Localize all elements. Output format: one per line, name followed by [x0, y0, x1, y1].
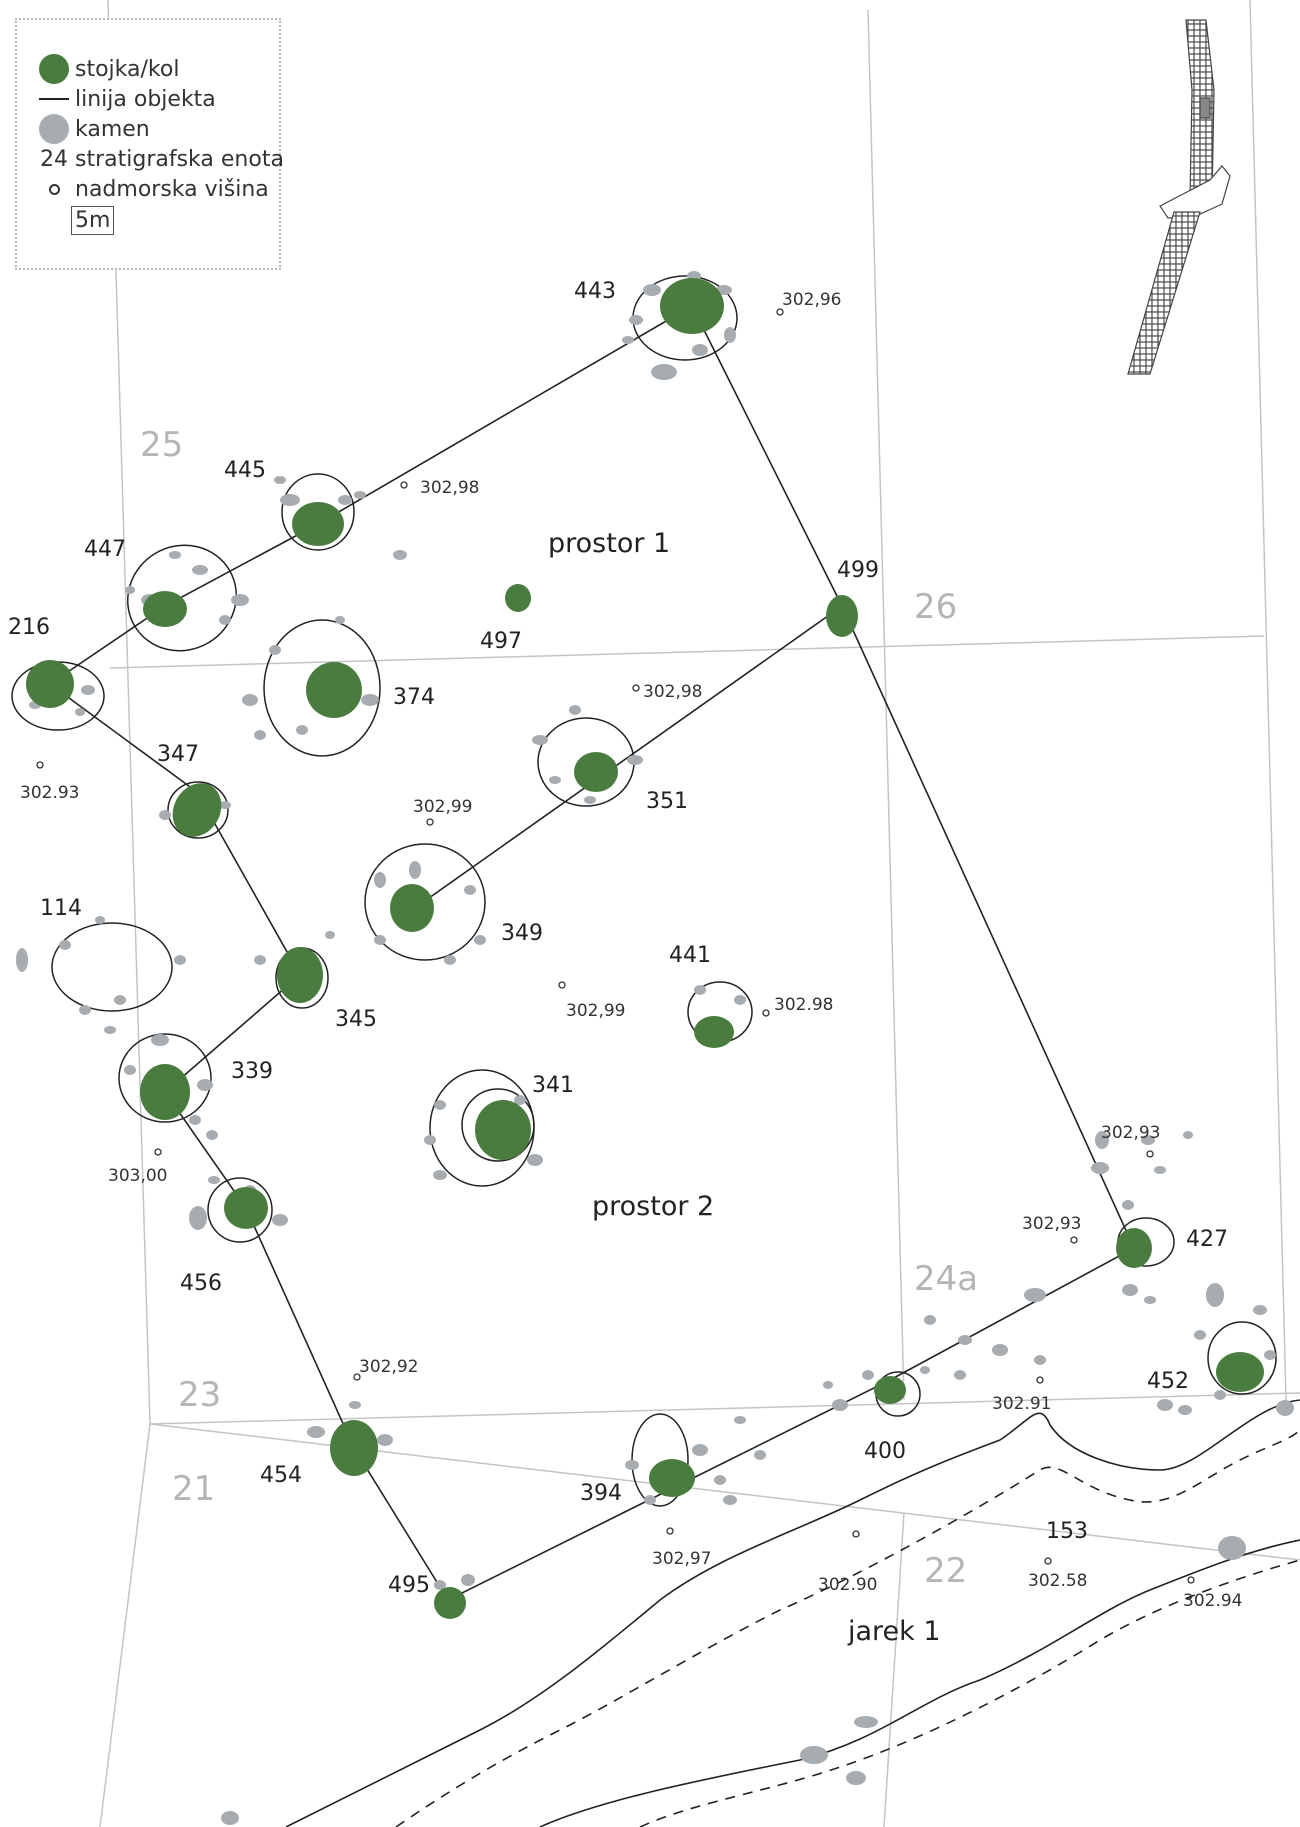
- elevation-value: 302.58: [1028, 1571, 1087, 1591]
- feature-label: 351: [646, 789, 688, 814]
- post-icon: [39, 54, 69, 84]
- post-497: [505, 584, 531, 612]
- feature-label: 394: [580, 1481, 622, 1506]
- legend-number-sample: 24: [40, 146, 68, 172]
- elevation-value: 302,99: [566, 1001, 625, 1021]
- posts: [26, 278, 1264, 1619]
- feature-label: 443: [574, 279, 616, 304]
- post-351: [574, 752, 618, 792]
- post-427: [1116, 1228, 1152, 1268]
- post-347: [172, 783, 222, 837]
- legend: stojka/kol linija objekta kamen 24 strat…: [15, 18, 284, 270]
- feature-label: 114: [40, 896, 82, 921]
- post-341: [475, 1100, 531, 1160]
- feature-label: 153: [1046, 1519, 1088, 1544]
- feature-label: 345: [335, 1007, 377, 1032]
- legend-label: stojka/kol: [75, 56, 180, 82]
- elevation-value: 302,93: [1022, 1214, 1081, 1234]
- legend-label: kamen: [75, 116, 150, 142]
- legend-item-stone: kamen: [37, 114, 150, 144]
- grid-square-label: 25: [140, 425, 183, 465]
- feature-label: 339: [231, 1059, 273, 1084]
- post-456: [224, 1187, 268, 1229]
- elevation-value: 302,96: [782, 290, 841, 310]
- elevation-value: 302.93: [20, 783, 79, 803]
- stone-icon: [39, 114, 69, 144]
- post-452: [1216, 1352, 1264, 1392]
- post-447: [143, 591, 187, 627]
- grid-square-label: 22: [924, 1551, 967, 1591]
- feature-label: 452: [1147, 1369, 1189, 1394]
- legend-label: stratigrafska enota: [75, 146, 284, 172]
- post-499: [826, 595, 858, 637]
- stones: [16, 271, 1294, 1825]
- elevation-markers: [36, 308, 1195, 1584]
- legend-item-elevation: nadmorska višina: [37, 174, 269, 204]
- feature-label: 456: [180, 1271, 222, 1296]
- legend-item-stratigraphic-unit: 24 stratigrafska enota: [37, 144, 284, 174]
- feature-label: 497: [480, 629, 522, 654]
- scale-bar: 5m: [71, 206, 115, 235]
- feature-label: 447: [84, 537, 126, 562]
- feature-label: 454: [260, 1463, 302, 1488]
- elevation-value: 302,98: [420, 478, 479, 498]
- post-394: [649, 1459, 695, 1497]
- elevation-value: 302,98: [643, 682, 702, 702]
- post-374: [306, 662, 362, 718]
- post-454: [330, 1420, 378, 1476]
- feature-label: 347: [157, 742, 199, 767]
- legend-item-post: stojka/kol: [37, 54, 179, 84]
- feature-label: 400: [864, 1439, 906, 1464]
- post-495: [434, 1587, 466, 1619]
- feature-label: 349: [501, 921, 543, 946]
- post-339: [140, 1064, 190, 1120]
- grid-square-label: 21: [172, 1469, 215, 1509]
- feature-label: 374: [393, 685, 435, 710]
- elevation-value: 302.90: [818, 1575, 877, 1595]
- post-345: [277, 947, 323, 1003]
- legend-label: nadmorska višina: [75, 176, 269, 202]
- feature-label: 499: [837, 558, 879, 583]
- feature-label: 216: [8, 615, 50, 640]
- grid-square-label: 26: [914, 587, 957, 627]
- elevation-marker-icon: [48, 183, 60, 195]
- space-label: prostor 1: [548, 528, 670, 559]
- pit-outlines: [11, 275, 1277, 1507]
- elevation-value: 303,00: [108, 1166, 167, 1186]
- legend-label: linija objekta: [75, 86, 216, 112]
- post-216: [26, 660, 74, 708]
- grid-square-label: 23: [178, 1375, 221, 1415]
- post-400: [874, 1376, 906, 1404]
- ditch-outline: [285, 1399, 1300, 1827]
- post-441: [694, 1016, 734, 1048]
- site-locator-inset: [1127, 19, 1231, 375]
- elevation-value: 302.98: [774, 995, 833, 1015]
- post-349: [390, 884, 434, 932]
- elevation-value: 302.94: [1183, 1591, 1242, 1611]
- space-label: prostor 2: [592, 1191, 714, 1222]
- feature-label: 427: [1186, 1227, 1228, 1252]
- elevation-value: 302.91: [992, 1394, 1051, 1414]
- legend-item-line: linija objekta: [37, 84, 216, 114]
- feature-label: 441: [669, 943, 711, 968]
- feature-label: 445: [224, 458, 266, 483]
- line-icon: [39, 98, 69, 100]
- elevation-value: 302,97: [652, 1549, 711, 1569]
- grid-square-label: 24a: [914, 1259, 978, 1299]
- elevation-value: 302,92: [359, 1357, 418, 1377]
- post-443: [660, 278, 724, 334]
- post-445: [292, 502, 344, 546]
- elevation-value: 302,93: [1101, 1123, 1160, 1143]
- ditch-label: jarek 1: [847, 1616, 941, 1647]
- building-lines: [48, 305, 1136, 1602]
- elevation-value: 302,99: [413, 797, 472, 817]
- feature-label: 495: [388, 1573, 430, 1598]
- feature-label: 341: [532, 1073, 574, 1098]
